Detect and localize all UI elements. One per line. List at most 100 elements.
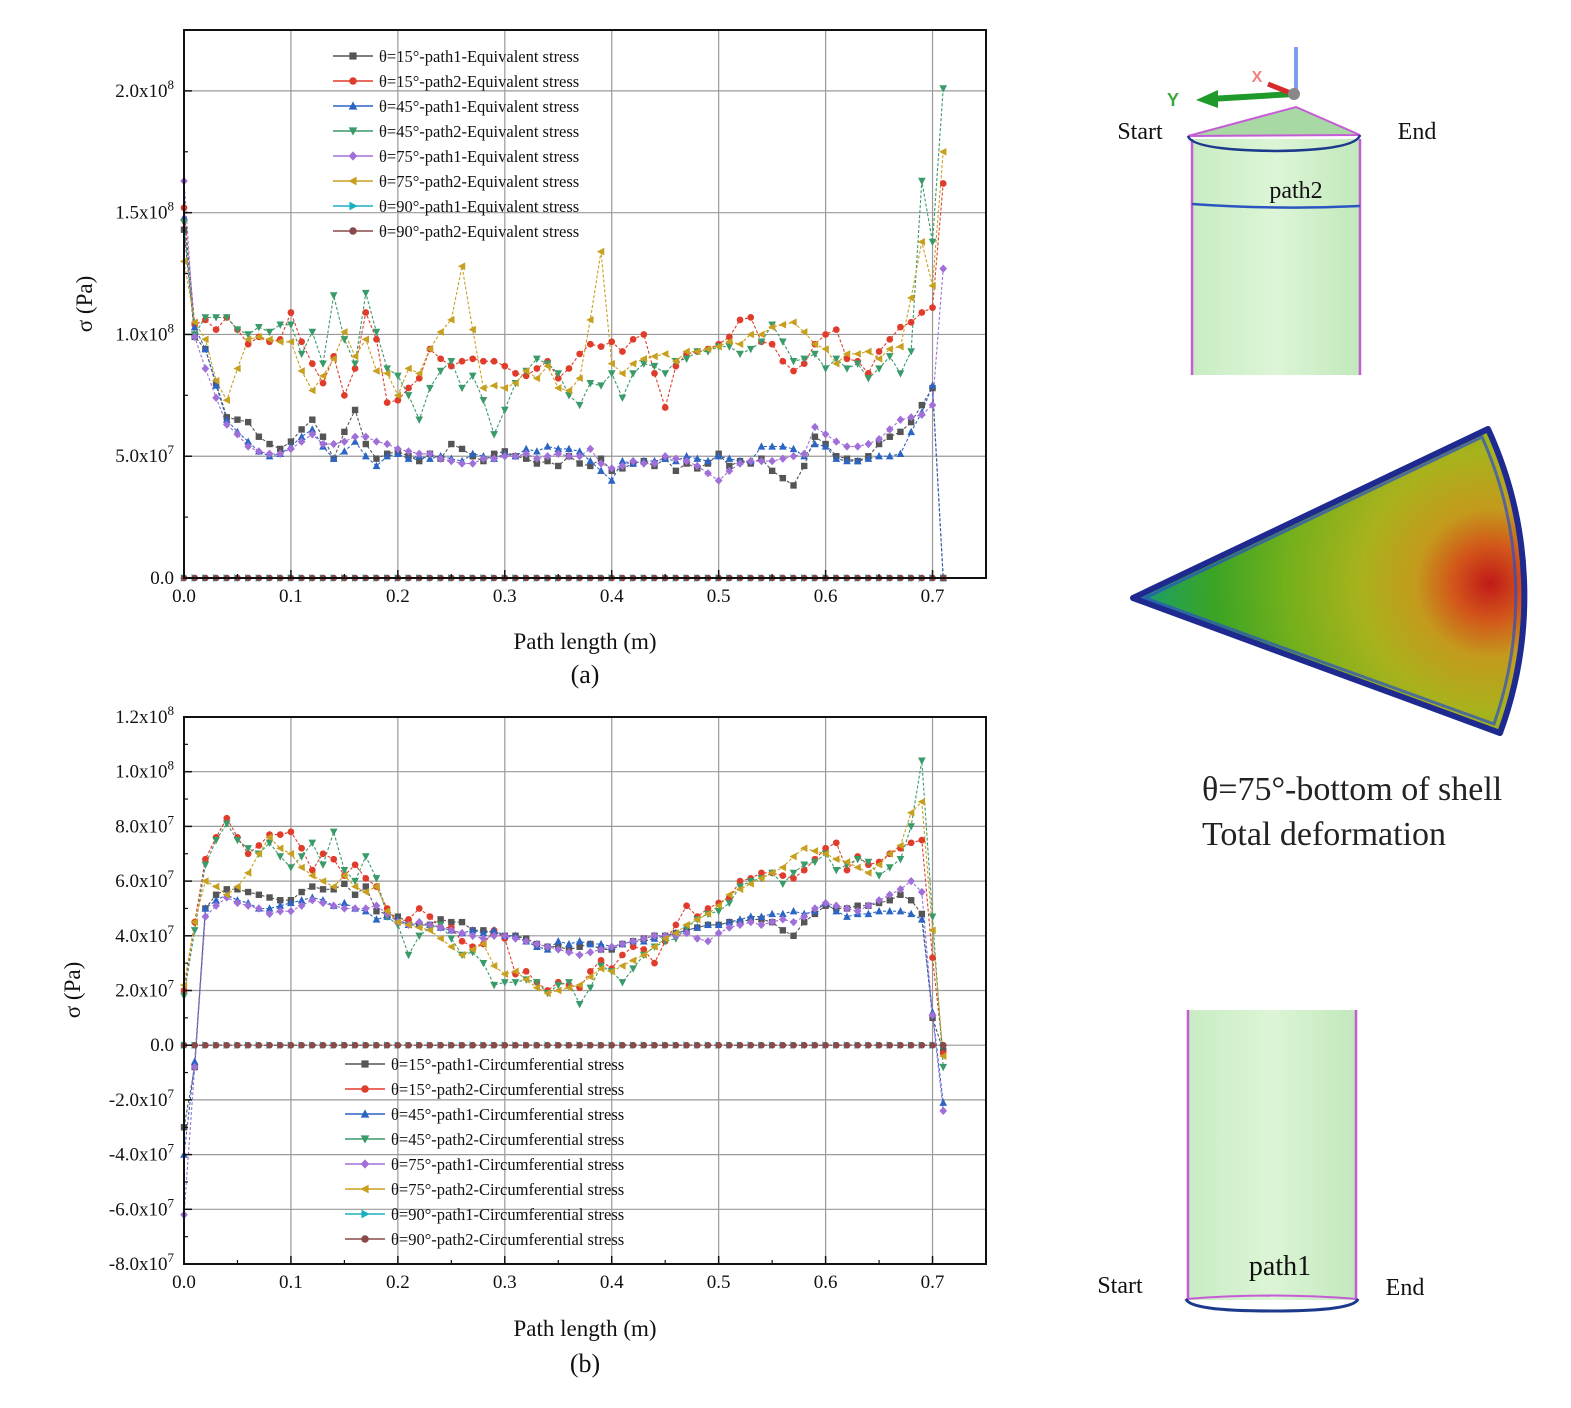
chart-b-point-s0-66 bbox=[886, 897, 893, 904]
chart-a-caption: (a) bbox=[571, 660, 600, 689]
chart-a-point-s4-39 bbox=[597, 459, 605, 468]
chart-a-point-s5-65 bbox=[874, 354, 883, 363]
chart-a-point-s5-55 bbox=[767, 323, 776, 331]
chart-a-point-s0-26 bbox=[458, 445, 466, 453]
chart-a-point-s4-18 bbox=[372, 437, 381, 446]
chart-b-point-s3-63 bbox=[853, 856, 862, 864]
chart-b-point-s4-63 bbox=[853, 907, 862, 916]
chart-b-point-s4-68 bbox=[907, 876, 915, 886]
chart-b-point-s3-70 bbox=[928, 913, 937, 921]
chart-a-point-s3-20 bbox=[394, 372, 402, 381]
chart-b-point-s1-21 bbox=[405, 916, 412, 923]
chart-b-point-s3-42 bbox=[629, 965, 637, 973]
chart-a-point-s2-54 bbox=[757, 442, 766, 450]
chart-a-point-s5-32 bbox=[522, 367, 530, 375]
chart-b-point-s0-25 bbox=[448, 918, 455, 926]
chart-b-point-s5-19 bbox=[383, 907, 391, 916]
chart-a-point-s0-65 bbox=[875, 440, 883, 448]
chart-b-point-s5-26 bbox=[457, 951, 466, 959]
chart-a-point-s0-33 bbox=[533, 460, 541, 467]
chart-b-point-s4-61 bbox=[832, 901, 841, 910]
chart-a-point-s1-55 bbox=[768, 340, 776, 348]
chart-b-legend-label-6: θ=90°-path1-Circumferential stress bbox=[391, 1205, 624, 1224]
chart-a-point-s2-36 bbox=[565, 444, 573, 453]
chart-b-point-s3-35 bbox=[554, 981, 563, 990]
chart-b-point-s4-30 bbox=[500, 931, 509, 940]
chart-b-point-s3-17 bbox=[361, 853, 370, 861]
chart-a-point-s5-47 bbox=[682, 347, 690, 356]
chart-b-point-s4-31 bbox=[511, 934, 520, 943]
chart-a-point-s1-65 bbox=[875, 348, 883, 355]
chart-b-legend-label-2: θ=45°-path1-Circumferential stress bbox=[391, 1105, 624, 1124]
chart-b-point-s7-55 bbox=[768, 1041, 776, 1049]
chart-a-point-s1-39 bbox=[597, 343, 605, 350]
top-shell-cap bbox=[1187, 105, 1361, 137]
chart-a-point-s3-16 bbox=[351, 360, 359, 368]
chart-a-point-s5-70 bbox=[928, 281, 936, 290]
chart-b-point-s3-65 bbox=[875, 872, 883, 880]
chart-a-point-s5-2 bbox=[201, 335, 209, 344]
chart-b-point-s7-22 bbox=[415, 1041, 423, 1049]
chart-b-point-s7-30 bbox=[501, 1041, 509, 1049]
chart-b-x-tick-label: 0.0 bbox=[172, 1272, 196, 1293]
deformation-contour: θ=75°-bottom of shell Total deformation bbox=[1130, 426, 1528, 853]
chart-a-point-s0-67 bbox=[897, 428, 904, 436]
chart-a-point-s1-21 bbox=[405, 384, 412, 392]
chart-a-point-s1-12 bbox=[308, 360, 316, 368]
chart-a-point-s2-40 bbox=[607, 476, 616, 484]
chart-a-point-s5-18 bbox=[372, 367, 380, 375]
chart-a-point-s2-68 bbox=[907, 427, 915, 436]
chart-b-point-s0-9 bbox=[277, 897, 284, 904]
chart-b-point-s2-49 bbox=[704, 920, 712, 929]
chart-a-point-s4-2 bbox=[201, 364, 210, 373]
chart-a-point-s1-41 bbox=[619, 348, 626, 355]
chart-b-point-s5-35 bbox=[554, 986, 562, 995]
chart-b-point-s1-38 bbox=[586, 967, 594, 975]
chart-a-point-s2-4 bbox=[222, 415, 231, 423]
chart-a-point-s3-37 bbox=[575, 401, 584, 410]
chart-b-point-s2-28 bbox=[479, 928, 488, 937]
chart-a-point-s2-39 bbox=[597, 466, 605, 475]
chart-a-point-s2-17 bbox=[361, 452, 370, 460]
path1-label: path1 bbox=[1249, 1251, 1311, 1282]
chart-a-point-s2-18 bbox=[372, 461, 381, 470]
chart-b-point-s7-42 bbox=[629, 1041, 637, 1049]
chart-a-point-s1-61 bbox=[832, 326, 840, 333]
chart-a-legend-marker-6 bbox=[349, 201, 358, 211]
chart-a-point-s4-58 bbox=[800, 449, 809, 458]
chart-a-point-s3-65 bbox=[875, 365, 883, 373]
chart-a-legend-marker-2 bbox=[348, 101, 358, 110]
chart-a-point-s3-3 bbox=[212, 314, 220, 322]
chart-b-point-s1-41 bbox=[619, 951, 626, 959]
chart-a-point-s5-15 bbox=[340, 328, 348, 336]
chart-a-point-s5-42 bbox=[628, 359, 637, 368]
chart-b-point-s2-69 bbox=[918, 915, 926, 923]
chart-a-point-s2-66 bbox=[885, 452, 894, 460]
chart-b-point-s4-8 bbox=[265, 909, 274, 919]
chart-b-point-s1-58 bbox=[800, 866, 808, 874]
chart-a-point-s5-50 bbox=[714, 342, 722, 351]
chart-b-legend-marker-2 bbox=[360, 1109, 370, 1118]
chart-a-point-s3-38 bbox=[586, 379, 595, 388]
chart-a-point-s5-40 bbox=[607, 359, 615, 368]
chart-b-point-s2-2 bbox=[201, 904, 210, 912]
chart-a-point-s4-3 bbox=[212, 393, 220, 402]
chart-b-point-s4-50 bbox=[714, 928, 723, 938]
chart-b-point-s7-28 bbox=[480, 1041, 487, 1049]
chart-b-point-s3-28 bbox=[479, 959, 488, 968]
chart-a-point-s0-18 bbox=[373, 455, 380, 462]
chart-b-legend-label-5: θ=75°-path2-Circumferential stress bbox=[391, 1180, 624, 1199]
chart-b-point-s5-11 bbox=[297, 863, 305, 872]
chart-b-x-tick-label: 0.5 bbox=[707, 1272, 731, 1293]
chart-b-point-s5-14 bbox=[329, 882, 337, 891]
chart-a-point-s5-52 bbox=[735, 340, 744, 349]
chart-b-point-s3-16 bbox=[351, 877, 359, 886]
chart-a-point-s3-27 bbox=[468, 372, 477, 381]
chart-b-point-s3-10 bbox=[287, 864, 295, 872]
chart-b-point-s3-25 bbox=[447, 935, 456, 943]
chart-a-point-s5-13 bbox=[318, 372, 327, 380]
chart-a-point-s1-57 bbox=[790, 367, 797, 375]
chart-b-point-s4-67 bbox=[896, 885, 905, 894]
chart-b-point-s7-31 bbox=[512, 1041, 519, 1049]
chart-a-point-s1-6 bbox=[244, 340, 252, 348]
